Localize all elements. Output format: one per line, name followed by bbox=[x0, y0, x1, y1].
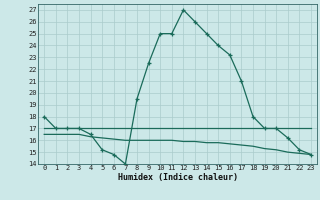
X-axis label: Humidex (Indice chaleur): Humidex (Indice chaleur) bbox=[118, 173, 238, 182]
